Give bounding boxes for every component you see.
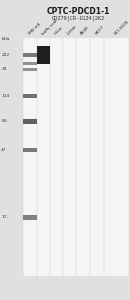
Bar <box>23 148 37 152</box>
Bar <box>23 61 37 64</box>
Bar <box>23 215 37 220</box>
Text: 47: 47 <box>1 148 7 152</box>
Bar <box>23 94 37 98</box>
Bar <box>23 68 37 70</box>
Text: MW std: MW std <box>27 22 41 36</box>
Text: MCF7: MCF7 <box>94 25 105 36</box>
Text: Jurkat: Jurkat <box>67 25 78 36</box>
Text: 114: 114 <box>1 94 9 98</box>
Text: CD279|CR-1G24|2K2: CD279|CR-1G24|2K2 <box>51 16 105 21</box>
Text: HeLa: HeLa <box>54 26 64 36</box>
Text: 17-: 17- <box>1 215 8 220</box>
Bar <box>37 46 50 64</box>
Text: NCI-H226: NCI-H226 <box>113 20 130 36</box>
Text: 33: 33 <box>1 67 7 71</box>
Text: 60-: 60- <box>1 119 8 124</box>
Text: buffy coat: buffy coat <box>41 19 58 36</box>
Bar <box>23 38 129 276</box>
Bar <box>23 119 37 124</box>
Bar <box>23 52 37 57</box>
Text: A549: A549 <box>80 26 90 36</box>
Text: 222: 222 <box>1 52 9 57</box>
Text: CPTC-PDCD1-1: CPTC-PDCD1-1 <box>46 8 110 16</box>
Text: kDa: kDa <box>1 37 10 41</box>
